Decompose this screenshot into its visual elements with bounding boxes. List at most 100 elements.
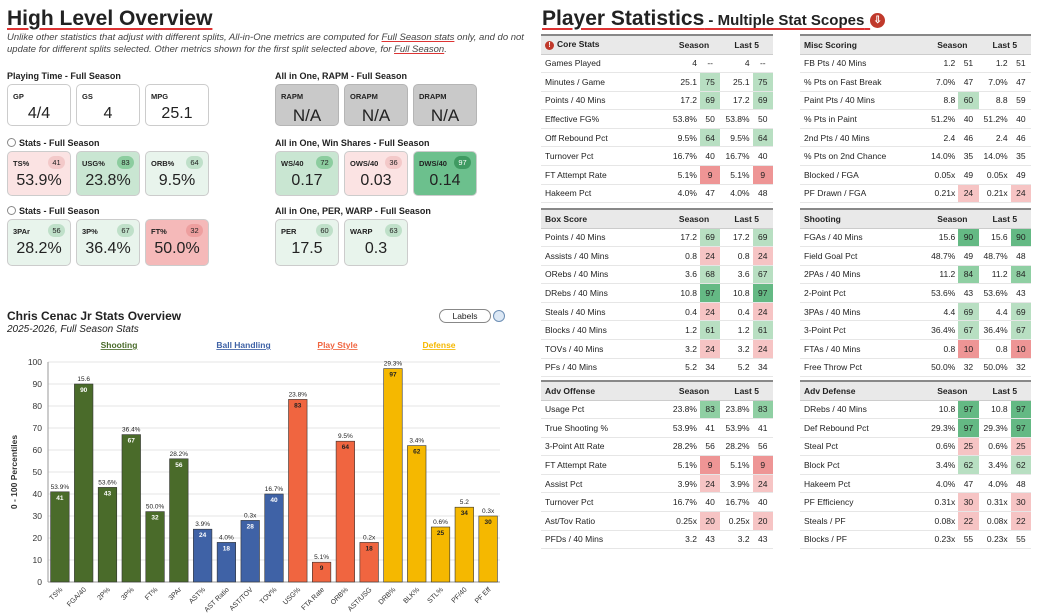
stat-percentile: 97 (958, 400, 979, 420)
stat-percentile: 43 (1010, 283, 1031, 303)
table-row: DRebs / 40 Mins 10.8 97 10.8 97 (800, 400, 1031, 420)
stat-percentile: 49 (1010, 165, 1031, 185)
stat-percentile: 64 (752, 128, 773, 148)
card-label: FT% (151, 227, 167, 236)
bar-percentile-label: 56 (175, 462, 183, 469)
stat-name: Turnover Pct (541, 492, 668, 513)
stat-value: 3.2 (720, 339, 753, 359)
playing_time-card-mpg: MPG 25.1 (145, 84, 209, 126)
stat-value: 17.2 (667, 228, 700, 248)
stats1-radio[interactable] (7, 138, 16, 147)
stat-value: 50.0% (926, 358, 959, 378)
stat-value: 0.23x (978, 530, 1011, 550)
stats2-radio[interactable] (7, 206, 16, 215)
info-icon[interactable]: ! (545, 41, 554, 51)
x-tick-label: FTA Rate (301, 586, 327, 612)
card-percentile: 36 (385, 156, 402, 169)
stat-name: Def Rebound Pct (800, 418, 927, 438)
table-row: FB Pts / 40 Mins 1.2 51 1.2 51 (800, 54, 1031, 74)
table-title: Shooting (800, 210, 927, 229)
stat-percentile: 43 (699, 530, 721, 550)
stat-name: True Shooting % (541, 418, 668, 438)
stats2-title: Stats - Full Season (7, 206, 100, 216)
bar (74, 383, 94, 583)
stat-percentile: 56 (699, 437, 721, 457)
bar-value-label: 29.3% (384, 361, 403, 368)
card-label: TS% (13, 159, 30, 168)
stat-name: PF Efficiency (800, 492, 927, 513)
stat-percentile: 9 (699, 455, 721, 475)
stat-percentile: 20 (752, 511, 773, 531)
stat-value: 10.8 (978, 400, 1011, 420)
stat-name: Points / 40 Mins (541, 91, 668, 111)
labels-toggle-switch[interactable] (493, 310, 505, 322)
bar (97, 487, 118, 583)
group-label: Play Style (317, 340, 357, 350)
stat-percentile: 90 (958, 228, 979, 248)
stat-percentile: 62 (1010, 455, 1031, 475)
stat-value: 3.2 (667, 530, 700, 550)
overview-title: High Level Overview (7, 7, 213, 30)
full-season-link-2[interactable]: Full Season (394, 44, 445, 55)
x-tick-label: STL% (427, 586, 445, 604)
x-tick-label: 2P% (96, 586, 111, 601)
download-icon[interactable]: ⇩ (870, 13, 886, 28)
stat-percentile: 83 (752, 400, 773, 420)
table-row: Minutes / Game 25.1 75 25.1 75 (541, 72, 773, 92)
stat-percentile: 40 (958, 109, 979, 129)
full-season-link[interactable]: Full Season stats (381, 32, 455, 43)
col-season: Season (926, 36, 979, 55)
table-row: Def Rebound Pct 29.3% 97 29.3% 97 (800, 418, 1031, 438)
x-tick-label: AST% (188, 586, 207, 605)
stat-percentile: 24 (699, 246, 721, 266)
card-label: WARP (350, 227, 373, 236)
table-row: Games Played 4 -- 4 -- (541, 54, 773, 74)
col-last5: Last 5 (720, 382, 773, 401)
card-value: 0.3 (364, 240, 388, 257)
stat-percentile: 10 (958, 339, 979, 359)
stat-percentile: 24 (752, 339, 773, 359)
stat-percentile: 97 (958, 418, 979, 438)
bar-value-label: 23.8% (289, 391, 308, 398)
y-tick-label: 20 (33, 533, 43, 543)
stat-percentile: 62 (958, 455, 979, 475)
stat-percentile: 24 (699, 474, 721, 494)
stat-value: 36.4% (926, 320, 959, 341)
stat-percentile: 24 (1010, 184, 1031, 204)
stat-percentile: 10 (1010, 339, 1031, 359)
stat-name: Turnover Pct (541, 146, 668, 167)
bar-percentile-label: 30 (484, 519, 492, 526)
labels-toggle-button[interactable]: Labels (439, 309, 491, 323)
stat-percentile: 61 (752, 320, 773, 341)
table-row: 2-Point Pct 53.6% 43 53.6% 43 (800, 283, 1031, 303)
stat-value: 53.9% (720, 418, 753, 438)
stat-percentile: 40 (1010, 109, 1031, 129)
stat-value: 0.6% (978, 437, 1011, 457)
bar-percentile-label: 28 (247, 523, 255, 530)
stats1-card-ts: TS% 41 53.9% (7, 151, 71, 196)
col-last5: Last 5 (978, 36, 1031, 55)
bar-percentile-label: 24 (199, 532, 207, 539)
x-tick-label: AST Ratio (203, 586, 230, 613)
stat-value: 0.08x (926, 511, 959, 531)
stat-name: Off Rebound Pct (541, 128, 668, 148)
stat-value: 28.2% (667, 437, 700, 457)
stat-value: 4 (720, 54, 753, 74)
stat-value: 0.8 (667, 246, 700, 266)
bar (240, 520, 260, 583)
x-tick-label: PF Eff (474, 586, 493, 605)
stat-value: 1.2 (720, 320, 753, 341)
stat-value: 0.8 (720, 246, 753, 266)
col-last5: Last 5 (978, 382, 1031, 401)
bar (193, 528, 213, 583)
table-row: Blocked / FGA 0.05x 49 0.05x 49 (800, 165, 1031, 185)
card-label: DWS/40 (419, 159, 447, 168)
stat-percentile: 49 (958, 165, 979, 185)
stat-name: FT Attempt Rate (541, 455, 668, 475)
table-core-stats: ! Core Stats Season Last 5 Games Played 4 -- 4-… (541, 34, 773, 204)
bar-percentile-label: 64 (342, 444, 350, 451)
group-label: Shooting (101, 340, 138, 350)
table-row: Assist Pct 3.9% 24 3.9% 24 (541, 474, 773, 494)
stat-percentile: 46 (1010, 128, 1031, 148)
stat-percentile: 22 (1010, 511, 1031, 531)
